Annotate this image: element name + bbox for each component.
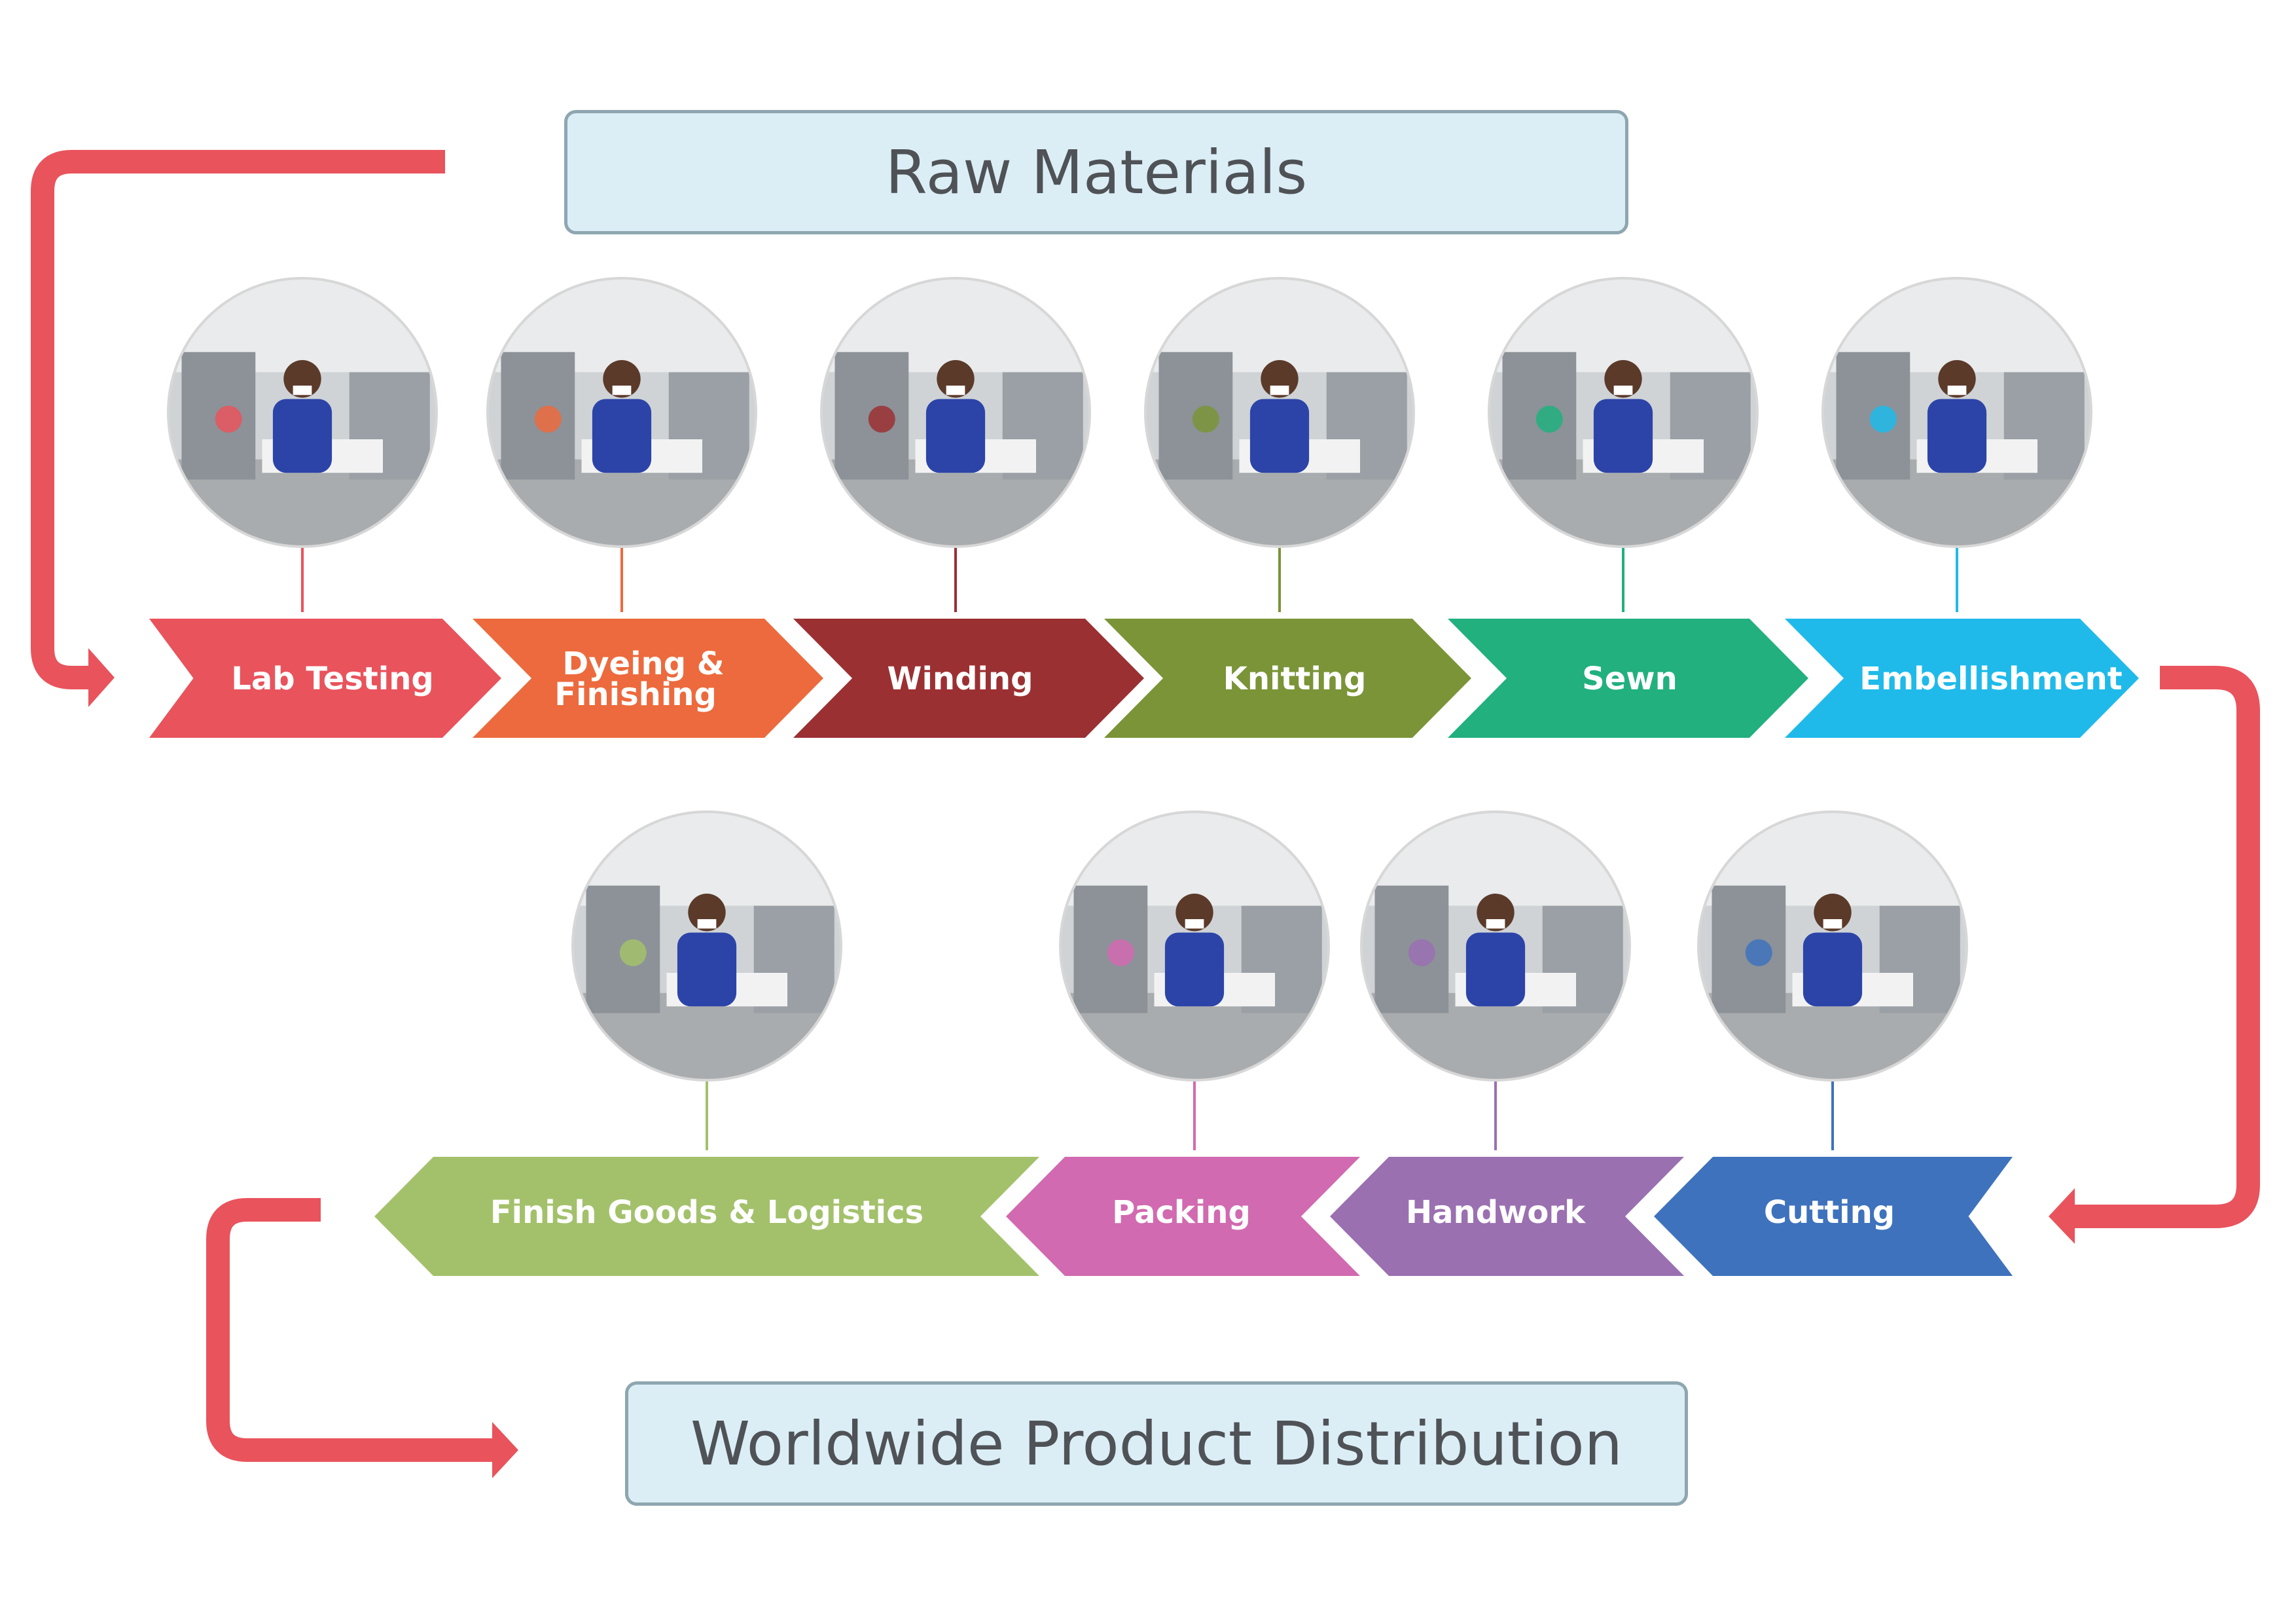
chevron-arrow bbox=[996, 1150, 1376, 1282]
raw-materials-label: Raw Materials bbox=[885, 137, 1308, 208]
step-label: Lab Testing bbox=[231, 661, 433, 697]
step-label: Dyeing & bbox=[562, 646, 724, 682]
chevron-arrow bbox=[136, 612, 511, 744]
lab-testing-photo bbox=[167, 277, 438, 548]
step-label: Knitting bbox=[1223, 661, 1367, 697]
chevron-arrow bbox=[1432, 612, 1818, 744]
step-winding: Winding bbox=[778, 277, 1154, 744]
step-knitting: Knitting bbox=[1088, 277, 1481, 744]
raw-materials-box: Raw Materials bbox=[564, 110, 1628, 234]
step-embellishment: Embellishment bbox=[1769, 277, 2149, 744]
chevron-arrow bbox=[778, 612, 1154, 744]
handwork-photo bbox=[1360, 810, 1631, 1082]
winding-photo bbox=[820, 277, 1091, 548]
step-label: Embellishment bbox=[1859, 661, 2123, 697]
chevron-arrow bbox=[1088, 612, 1481, 744]
top-process-row: Lab Testing Dyeing &Finishing Winding Knitt… bbox=[136, 277, 2149, 744]
step-finish-goods-and-logistics: Finish Goods & Logistics bbox=[365, 810, 1055, 1282]
flow-arrowhead-embellishment-to-cutting bbox=[2049, 1188, 2075, 1244]
step-label: Handwork bbox=[1406, 1194, 1586, 1231]
chevron-arrow bbox=[1644, 1150, 2026, 1282]
flow-arrow-logistics-to-distribution bbox=[206, 1198, 497, 1462]
chevron-arrow bbox=[457, 612, 833, 744]
embellishment-photo bbox=[1821, 277, 2092, 548]
flow-arrow-embellishment-to-cutting bbox=[2068, 666, 2260, 1228]
logistics-photo bbox=[571, 810, 842, 1082]
chevron-arrow bbox=[1769, 612, 2149, 744]
step-packing: Packing bbox=[996, 810, 1376, 1282]
chevron-arrow bbox=[1320, 1150, 1700, 1282]
worldwide-distribution-label: Worldwide Product Distribution bbox=[691, 1408, 1623, 1479]
bottom-process-row: Finish Goods & Logistics Packing Handwork C… bbox=[365, 810, 2026, 1282]
packing-photo bbox=[1059, 810, 1330, 1082]
dyeing-finishing-photo bbox=[486, 277, 757, 548]
flow-arrowhead-raw-to-lab bbox=[88, 648, 115, 707]
flow-arrow-raw-to-lab bbox=[31, 150, 445, 689]
chevron-arrow bbox=[365, 1150, 1055, 1282]
step-handwork: Handwork bbox=[1320, 810, 1700, 1282]
step-label: Sewn bbox=[1582, 661, 1677, 697]
step-label-line2: Finishing bbox=[554, 676, 717, 713]
step-lab-testing: Lab Testing bbox=[136, 277, 511, 744]
knitting-photo bbox=[1144, 277, 1415, 548]
flow-arrows bbox=[31, 150, 2260, 1478]
step-label: Winding bbox=[888, 661, 1033, 697]
step-label: Cutting bbox=[1764, 1194, 1895, 1231]
worldwide-distribution-box: Worldwide Product Distribution bbox=[625, 1381, 1688, 1506]
step-dyeing-and-finishing: Dyeing &Finishing bbox=[457, 277, 833, 744]
step-label: Finish Goods & Logistics bbox=[490, 1194, 924, 1231]
step-cutting: Cutting bbox=[1644, 810, 2026, 1282]
step-sewn: Sewn bbox=[1432, 277, 1818, 744]
flow-arrowhead-logistics-to-distribution bbox=[492, 1422, 518, 1478]
cutting-photo bbox=[1697, 810, 1968, 1082]
step-label: Packing bbox=[1112, 1194, 1251, 1231]
sewn-photo bbox=[1488, 277, 1759, 548]
